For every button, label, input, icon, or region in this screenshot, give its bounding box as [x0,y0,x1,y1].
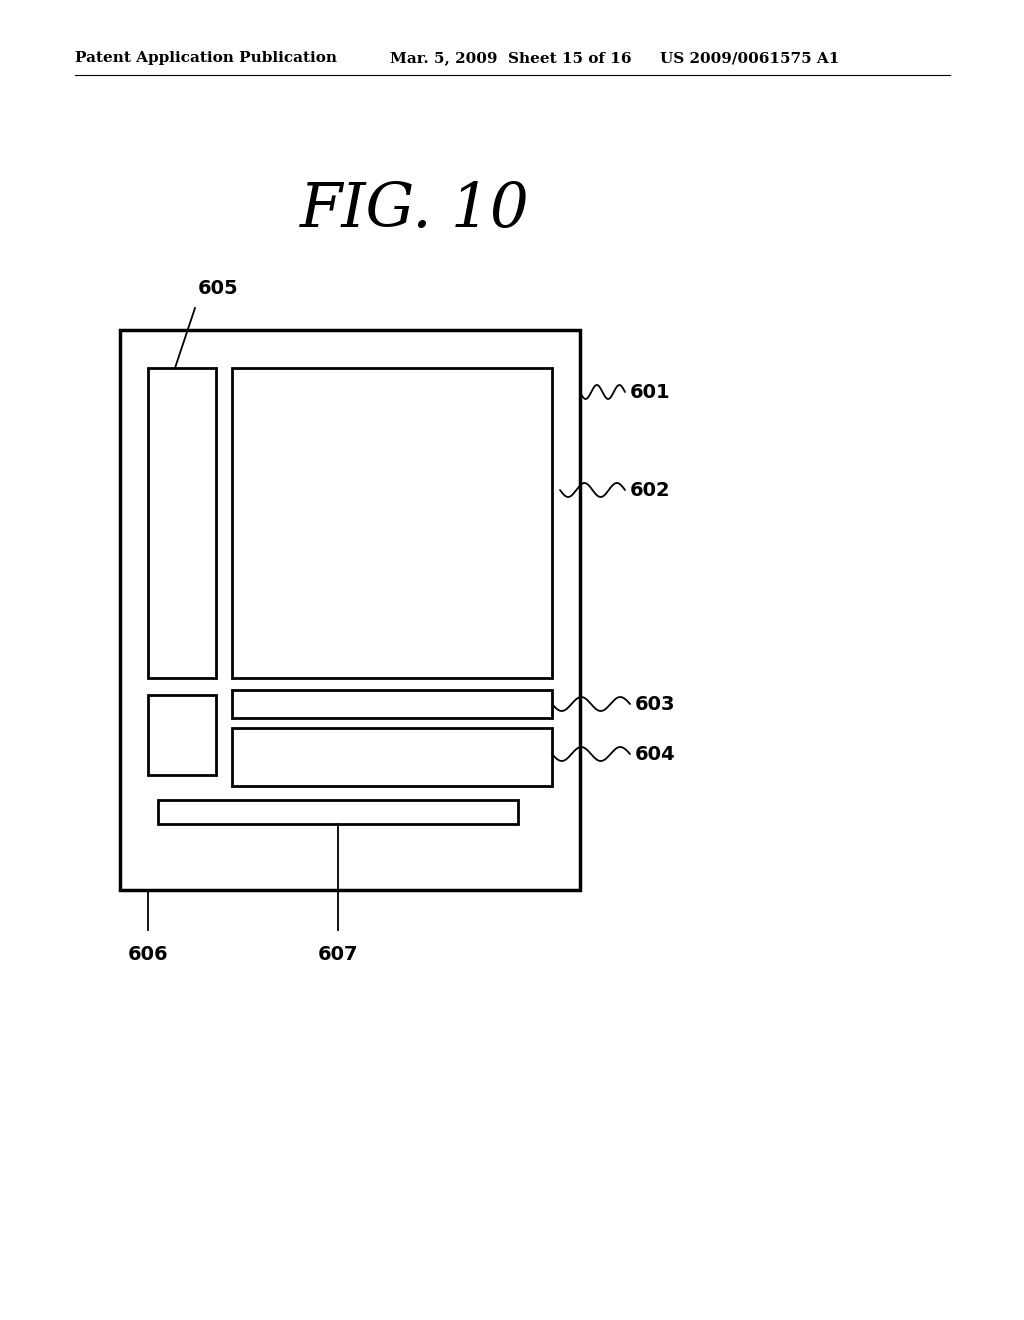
Text: Mar. 5, 2009  Sheet 15 of 16: Mar. 5, 2009 Sheet 15 of 16 [390,51,632,65]
Text: 604: 604 [635,744,676,763]
Text: Patent Application Publication: Patent Application Publication [75,51,337,65]
Bar [148,368,216,678]
Text: US 2009/0061575 A1: US 2009/0061575 A1 [660,51,840,65]
Text: 601: 601 [630,383,671,401]
Text: 606: 606 [128,945,168,964]
Text: 607: 607 [317,945,358,964]
Bar [158,800,518,824]
Bar [232,729,552,785]
Text: FIG. 10: FIG. 10 [300,180,529,240]
Text: 602: 602 [630,480,671,499]
Text: 605: 605 [198,279,239,298]
Text: 603: 603 [635,694,676,714]
Bar [148,696,216,775]
Bar [120,330,580,890]
Bar [232,368,552,678]
Bar [232,690,552,718]
